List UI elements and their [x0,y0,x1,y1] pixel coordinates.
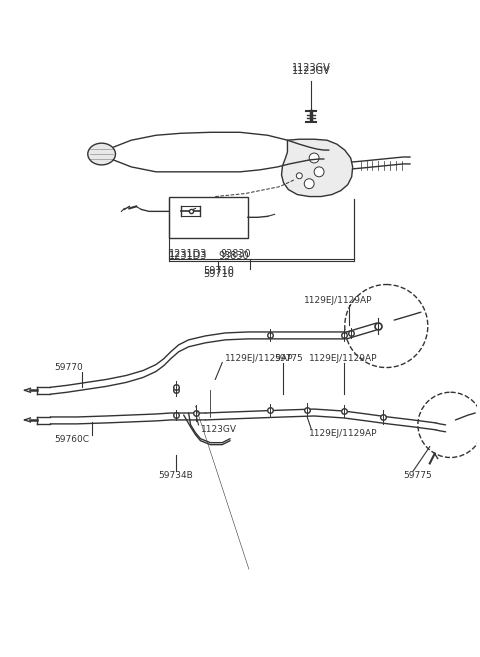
Text: 93830: 93830 [220,249,251,259]
Bar [169,196,248,238]
Text: 1129EJ/1129AP: 1129EJ/1129AP [309,353,378,363]
Text: 1129EJ/1129AP: 1129EJ/1129AP [309,429,378,438]
Text: 1129EJ/1129AP: 1129EJ/1129AP [304,296,373,306]
Text: 93830: 93830 [218,251,249,261]
Text: 1129EJ/1129AP: 1129EJ/1129AP [225,353,294,363]
Circle shape [309,153,319,163]
Text: 59775: 59775 [275,353,303,363]
Text: 1123GV: 1123GV [292,63,331,73]
Text: 1231D3: 1231D3 [169,249,207,259]
Circle shape [314,167,324,177]
Text: 59770: 59770 [54,363,83,373]
Text: 1123GV: 1123GV [201,425,237,434]
Circle shape [304,179,314,189]
Circle shape [296,173,302,179]
Text: 1123GV: 1123GV [292,66,331,76]
Polygon shape [281,139,353,196]
Text: 59760C: 59760C [54,435,89,443]
Text: 59710: 59710 [203,269,234,279]
Text: 1231D3: 1231D3 [169,251,207,261]
Text: 59775: 59775 [403,471,432,480]
Text: 59734B: 59734B [158,471,193,480]
Text: 59710: 59710 [203,265,234,276]
Ellipse shape [88,143,116,165]
